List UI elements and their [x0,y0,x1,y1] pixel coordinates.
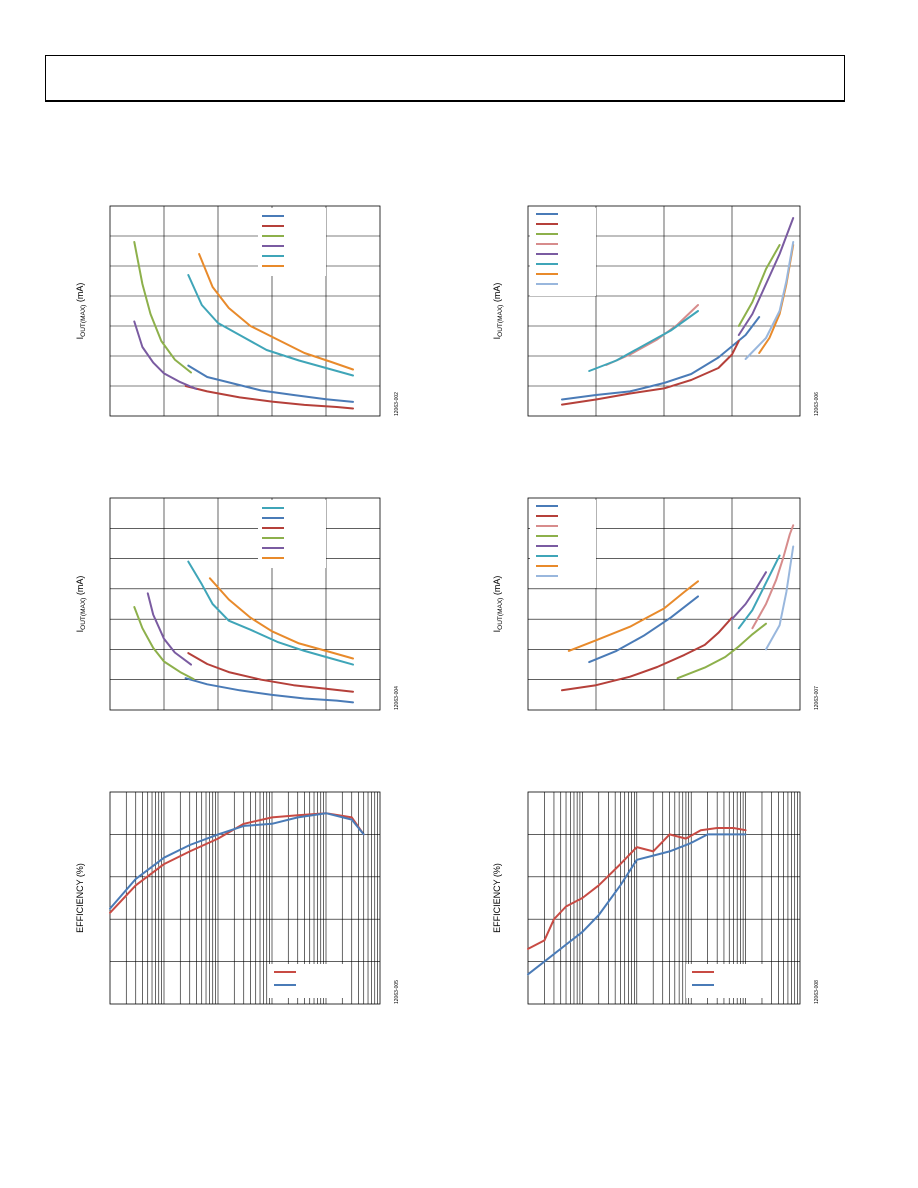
series-line-1 [187,560,354,666]
legend-background [258,500,326,568]
legend [536,505,558,577]
series-line-3 [133,241,192,374]
legend [262,215,284,267]
plot-frame [527,205,801,417]
series-line-4 [133,320,198,390]
page-header [45,55,845,102]
legend [536,213,558,285]
series-line-6 [737,554,781,630]
series-line-2 [561,340,740,406]
series-line-2 [184,385,354,410]
series-line-3 [751,524,795,630]
series-line-8 [765,545,795,651]
figure-id: 12063-006 [814,392,820,416]
figure-5: EFFICIENCY (%) 12063-005 [75,791,400,1005]
series-line-1 [588,595,699,664]
y-axis-label: IOUT(MAX) (mA) [75,283,87,340]
figure-1: IOUT(MAX) (mA) 12063-002 [75,205,400,417]
y-axis-label: IOUT(MAX) (mA) [75,576,87,633]
series-line-6 [198,253,354,371]
y-axis-label: EFFICIENCY (%) [75,863,85,933]
series-line-5 [146,592,192,666]
figure-6: EFFICIENCY (%) 12063-008 [492,791,820,1005]
series-line-7 [567,580,699,652]
figure-id: 12063-008 [814,980,820,1004]
series-line-4 [676,622,767,680]
series-line-6 [208,577,354,660]
figure-id: 12063-005 [394,980,400,1004]
series-line-5 [187,274,354,377]
series-line-3 [737,244,781,327]
y-axis-label: EFFICIENCY (%) [492,863,502,933]
plot-frame [527,497,801,711]
series-line-1 [561,316,761,401]
legend-background [530,208,596,296]
y-axis-label: IOUT(MAX) (mA) [492,576,504,633]
plot-frame [527,791,801,1005]
legend [692,971,714,986]
legend-background [268,964,348,998]
gridlines [110,792,380,1004]
series-line-8 [744,241,795,360]
legend [274,971,296,986]
figure-id: 12063-007 [814,686,820,710]
legend-background [686,964,766,998]
legend [262,507,284,559]
series-line-1 [527,827,747,950]
series-line-5 [731,571,767,621]
series-line-2 [527,833,747,976]
figure-4: IOUT(MAX) (mA) 12063-007 [492,497,820,711]
series-line-2 [109,812,365,910]
series-line-2 [561,616,733,692]
series-line-4 [133,606,195,681]
figure-id: 12063-004 [394,686,400,710]
y-axis-label: IOUT(MAX) (mA) [492,283,504,340]
plot-frame [109,205,381,417]
plot-frame [109,497,381,711]
figure-3: IOUT(MAX) (mA) 12063-004 [75,497,400,711]
series-line-6 [588,310,699,372]
figure-id: 12063-002 [394,392,400,416]
figure-2: IOUT(MAX) (mA) 12063-006 [492,205,820,417]
legend-background [258,208,326,276]
legend-background [530,500,596,588]
plot-frame [109,791,381,1005]
series-line-1 [187,364,354,403]
series-line-3 [187,652,354,693]
series-line-5 [737,217,795,336]
series-line-2 [184,677,354,704]
